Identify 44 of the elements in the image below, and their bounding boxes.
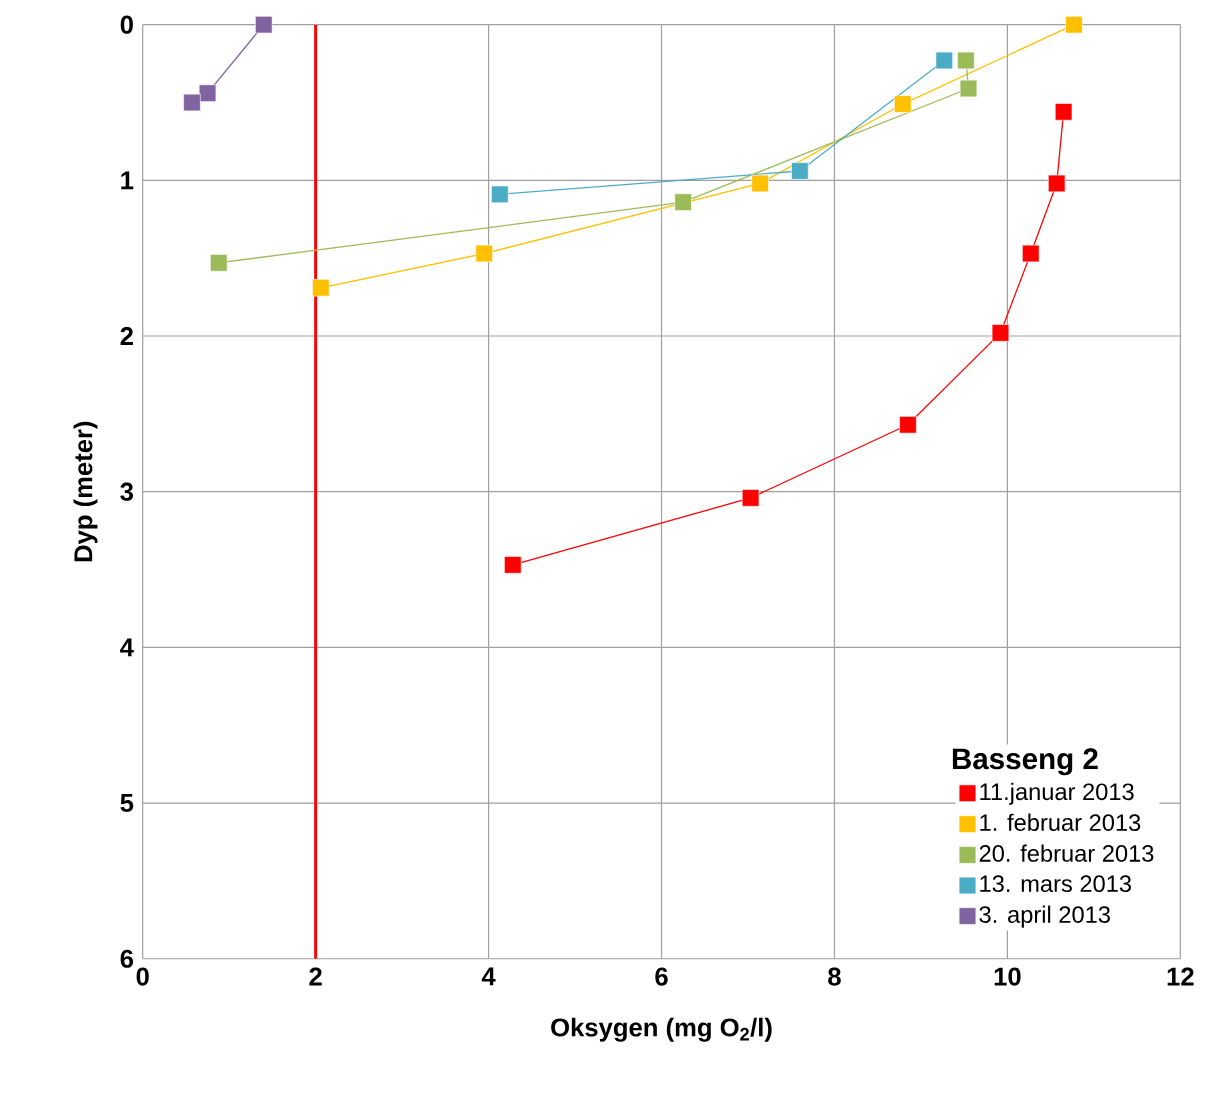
point [1048, 174, 1066, 193]
point [475, 244, 493, 263]
y-tick-label: 5 [120, 794, 134, 813]
x-tick-label: 12 [1167, 967, 1194, 986]
legend-label: 11.januar 2013 [980, 782, 1134, 805]
point [198, 84, 217, 102]
y-axis-title: Dyp (meter) [73, 421, 98, 562]
point [894, 95, 912, 113]
x-tick-label: 4 [481, 967, 496, 986]
y-tick-label: 0 [120, 15, 133, 34]
point [991, 324, 1010, 342]
point [1065, 16, 1083, 34]
y-tick-label: 4 [120, 638, 134, 657]
legend-label: 3. april 2013 [979, 905, 1110, 928]
y-tick-label: 1 [121, 171, 134, 190]
y-tick-label: 6 [120, 949, 134, 968]
point [183, 93, 201, 112]
x-tick-label: 6 [655, 967, 668, 986]
point [935, 51, 953, 70]
y-tick-label: 2 [120, 327, 133, 346]
point [504, 556, 522, 574]
point [255, 16, 273, 34]
point [751, 174, 769, 193]
point [899, 416, 917, 434]
point [312, 279, 330, 297]
point [1054, 103, 1073, 121]
x-tick-label: 10 [994, 967, 1021, 986]
point [741, 489, 760, 507]
point [1022, 244, 1040, 263]
point [957, 51, 975, 70]
point [491, 185, 509, 204]
point [791, 162, 809, 180]
x-tick-label: 0 [136, 967, 149, 986]
legend-title: Basseng 2 [952, 748, 1098, 776]
legend-label: 13. mars 2013 [980, 875, 1131, 893]
point [674, 193, 692, 211]
y-tick-label: 3 [120, 482, 134, 501]
legend-label: 1. februar 2013 [980, 813, 1141, 832]
x-tick-label: 8 [828, 967, 841, 986]
x-axis-title: Oksygen (mg O$_{2}$/l) [551, 1017, 772, 1042]
point [210, 254, 228, 272]
point [959, 79, 978, 98]
x-tick-label: 2 [309, 967, 322, 986]
legend-label: 20. februar 2013 [979, 844, 1154, 862]
